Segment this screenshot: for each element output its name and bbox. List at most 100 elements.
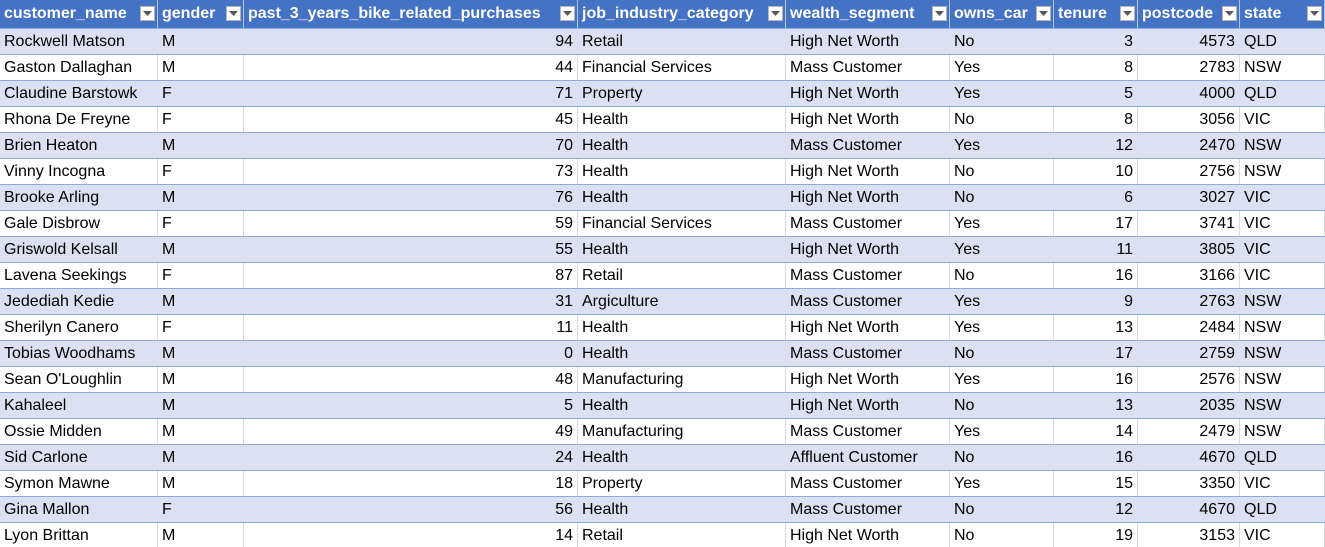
cell-customer-name[interactable]: Rockwell Matson xyxy=(0,29,158,54)
cell-wealth-segment[interactable]: High Net Worth xyxy=(786,185,950,210)
cell-gender[interactable]: F xyxy=(158,315,244,340)
cell-customer-name[interactable]: Rhona De Freyne xyxy=(0,107,158,132)
cell-postcode[interactable]: 2035 xyxy=(1138,393,1240,418)
cell-wealth-segment[interactable]: Mass Customer xyxy=(786,497,950,522)
cell-postcode[interactable]: 4670 xyxy=(1138,497,1240,522)
cell-tenure[interactable]: 3 xyxy=(1054,29,1138,54)
cell-bike-purchases[interactable]: 24 xyxy=(244,445,578,470)
cell-gender[interactable]: F xyxy=(158,263,244,288)
cell-state[interactable]: NSW xyxy=(1240,367,1325,392)
cell-postcode[interactable]: 3056 xyxy=(1138,107,1240,132)
cell-state[interactable]: VIC xyxy=(1240,237,1325,262)
cell-wealth-segment[interactable]: Mass Customer xyxy=(786,263,950,288)
cell-gender[interactable]: F xyxy=(158,159,244,184)
cell-state[interactable]: VIC xyxy=(1240,211,1325,236)
cell-postcode[interactable]: 3350 xyxy=(1138,471,1240,496)
cell-customer-name[interactable]: Jedediah Kedie xyxy=(0,289,158,314)
cell-postcode[interactable]: 2759 xyxy=(1138,341,1240,366)
cell-postcode[interactable]: 2470 xyxy=(1138,133,1240,158)
cell-owns-car[interactable]: Yes xyxy=(950,211,1054,236)
cell-state[interactable]: VIC xyxy=(1240,185,1325,210)
cell-bike-purchases[interactable]: 55 xyxy=(244,237,578,262)
cell-wealth-segment[interactable]: High Net Worth xyxy=(786,393,950,418)
cell-job-industry-category[interactable]: Manufacturing xyxy=(578,419,786,444)
header-state[interactable]: state xyxy=(1240,0,1325,28)
cell-tenure[interactable]: 8 xyxy=(1054,55,1138,80)
cell-tenure[interactable]: 12 xyxy=(1054,133,1138,158)
cell-state[interactable]: NSW xyxy=(1240,341,1325,366)
cell-state[interactable]: NSW xyxy=(1240,393,1325,418)
cell-state[interactable]: VIC xyxy=(1240,523,1325,547)
cell-gender[interactable]: M xyxy=(158,419,244,444)
cell-postcode[interactable]: 2479 xyxy=(1138,419,1240,444)
header-wealth-segment[interactable]: wealth_segment xyxy=(786,0,950,28)
cell-bike-purchases[interactable]: 0 xyxy=(244,341,578,366)
cell-wealth-segment[interactable]: High Net Worth xyxy=(786,367,950,392)
cell-postcode[interactable]: 2576 xyxy=(1138,367,1240,392)
cell-job-industry-category[interactable]: Health xyxy=(578,393,786,418)
cell-customer-name[interactable]: Lyon Brittan xyxy=(0,523,158,547)
cell-owns-car[interactable]: No xyxy=(950,523,1054,547)
cell-state[interactable]: QLD xyxy=(1240,445,1325,470)
cell-bike-purchases[interactable]: 56 xyxy=(244,497,578,522)
cell-customer-name[interactable]: Vinny Incogna xyxy=(0,159,158,184)
cell-job-industry-category[interactable]: Financial Services xyxy=(578,211,786,236)
cell-state[interactable]: NSW xyxy=(1240,289,1325,314)
cell-tenure[interactable]: 12 xyxy=(1054,497,1138,522)
cell-state[interactable]: NSW xyxy=(1240,419,1325,444)
cell-bike-purchases[interactable]: 70 xyxy=(244,133,578,158)
cell-customer-name[interactable]: Brien Heaton xyxy=(0,133,158,158)
header-tenure[interactable]: tenure xyxy=(1054,0,1138,28)
filter-dropdown-button[interactable] xyxy=(932,6,947,21)
cell-owns-car[interactable]: No xyxy=(950,497,1054,522)
cell-tenure[interactable]: 13 xyxy=(1054,393,1138,418)
cell-gender[interactable]: M xyxy=(158,341,244,366)
filter-dropdown-button[interactable] xyxy=(1120,6,1135,21)
cell-postcode[interactable]: 2484 xyxy=(1138,315,1240,340)
cell-gender[interactable]: F xyxy=(158,497,244,522)
filter-dropdown-button[interactable] xyxy=(560,6,575,21)
cell-customer-name[interactable]: Tobias Woodhams xyxy=(0,341,158,366)
cell-state[interactable]: VIC xyxy=(1240,471,1325,496)
cell-bike-purchases[interactable]: 71 xyxy=(244,81,578,106)
cell-state[interactable]: QLD xyxy=(1240,29,1325,54)
cell-owns-car[interactable]: Yes xyxy=(950,81,1054,106)
cell-wealth-segment[interactable]: High Net Worth xyxy=(786,159,950,184)
cell-job-industry-category[interactable]: Property xyxy=(578,471,786,496)
header-owns-car[interactable]: owns_car xyxy=(950,0,1054,28)
cell-state[interactable]: NSW xyxy=(1240,159,1325,184)
cell-job-industry-category[interactable]: Health xyxy=(578,107,786,132)
cell-wealth-segment[interactable]: Mass Customer xyxy=(786,289,950,314)
cell-bike-purchases[interactable]: 18 xyxy=(244,471,578,496)
cell-owns-car[interactable]: No xyxy=(950,29,1054,54)
cell-tenure[interactable]: 11 xyxy=(1054,237,1138,262)
cell-wealth-segment[interactable]: Mass Customer xyxy=(786,341,950,366)
cell-wealth-segment[interactable]: High Net Worth xyxy=(786,107,950,132)
cell-postcode[interactable]: 4000 xyxy=(1138,81,1240,106)
cell-bike-purchases[interactable]: 11 xyxy=(244,315,578,340)
cell-bike-purchases[interactable]: 44 xyxy=(244,55,578,80)
cell-state[interactable]: VIC xyxy=(1240,263,1325,288)
cell-wealth-segment[interactable]: High Net Worth xyxy=(786,523,950,547)
cell-gender[interactable]: M xyxy=(158,55,244,80)
cell-tenure[interactable]: 16 xyxy=(1054,263,1138,288)
cell-gender[interactable]: M xyxy=(158,29,244,54)
cell-gender[interactable]: M xyxy=(158,237,244,262)
cell-bike-purchases[interactable]: 5 xyxy=(244,393,578,418)
cell-owns-car[interactable]: No xyxy=(950,185,1054,210)
cell-owns-car[interactable]: No xyxy=(950,341,1054,366)
cell-tenure[interactable]: 10 xyxy=(1054,159,1138,184)
cell-gender[interactable]: M xyxy=(158,133,244,158)
cell-tenure[interactable]: 16 xyxy=(1054,367,1138,392)
filter-dropdown-button[interactable] xyxy=(1036,6,1051,21)
cell-owns-car[interactable]: Yes xyxy=(950,419,1054,444)
cell-wealth-segment[interactable]: Mass Customer xyxy=(786,211,950,236)
cell-owns-car[interactable]: Yes xyxy=(950,367,1054,392)
cell-owns-car[interactable]: No xyxy=(950,393,1054,418)
cell-wealth-segment[interactable]: Affluent Customer xyxy=(786,445,950,470)
cell-owns-car[interactable]: No xyxy=(950,263,1054,288)
cell-postcode[interactable]: 3027 xyxy=(1138,185,1240,210)
cell-state[interactable]: NSW xyxy=(1240,55,1325,80)
filter-dropdown-button[interactable] xyxy=(1222,6,1237,21)
cell-gender[interactable]: M xyxy=(158,471,244,496)
